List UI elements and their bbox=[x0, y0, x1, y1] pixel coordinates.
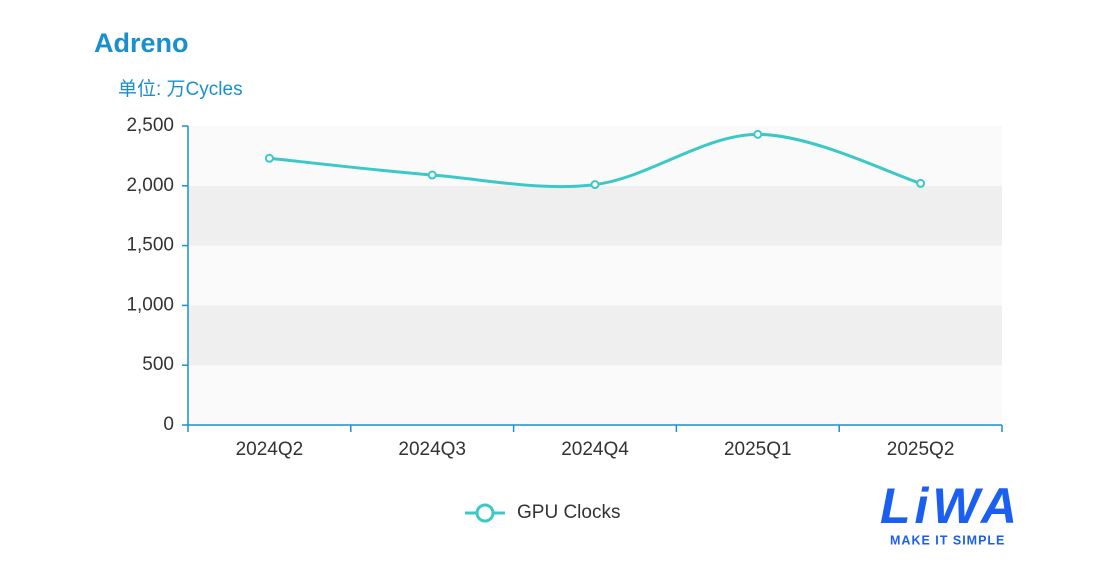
point bbox=[264, 153, 274, 163]
point bbox=[916, 178, 926, 188]
logo-name: LiWA bbox=[880, 478, 1021, 534]
point bbox=[753, 129, 763, 139]
point bbox=[590, 180, 600, 190]
split-area bbox=[188, 185, 1002, 246]
x-tick-label: 2025Q2 bbox=[887, 439, 955, 460]
y-tick-label: 2,000 bbox=[126, 175, 174, 196]
split-area bbox=[188, 245, 1002, 306]
split-area bbox=[188, 305, 1002, 366]
point bbox=[427, 170, 437, 180]
split-area bbox=[188, 126, 1002, 186]
y-tick-label: 500 bbox=[142, 354, 174, 375]
logo-tagline: MAKE IT SIMPLE bbox=[890, 533, 1005, 547]
split-area bbox=[188, 365, 1002, 425]
x-tick-label: 2024Q4 bbox=[561, 439, 629, 460]
chart-title: Adreno bbox=[94, 28, 189, 58]
y-tick-label: 1,500 bbox=[126, 235, 174, 256]
legend-label: GPU Clocks bbox=[517, 502, 620, 523]
x-tick-label: 2024Q3 bbox=[398, 439, 466, 460]
y-axis-label: 单位: 万Cycles bbox=[118, 78, 243, 100]
x-tick-label: 2025Q1 bbox=[724, 439, 792, 460]
y-tick-label: 1,000 bbox=[126, 294, 174, 315]
y-tick-label: 0 bbox=[163, 414, 174, 435]
legend-marker bbox=[475, 503, 495, 523]
y-tick-label: 2,500 bbox=[126, 115, 174, 136]
x-tick-label: 2024Q2 bbox=[236, 439, 304, 460]
